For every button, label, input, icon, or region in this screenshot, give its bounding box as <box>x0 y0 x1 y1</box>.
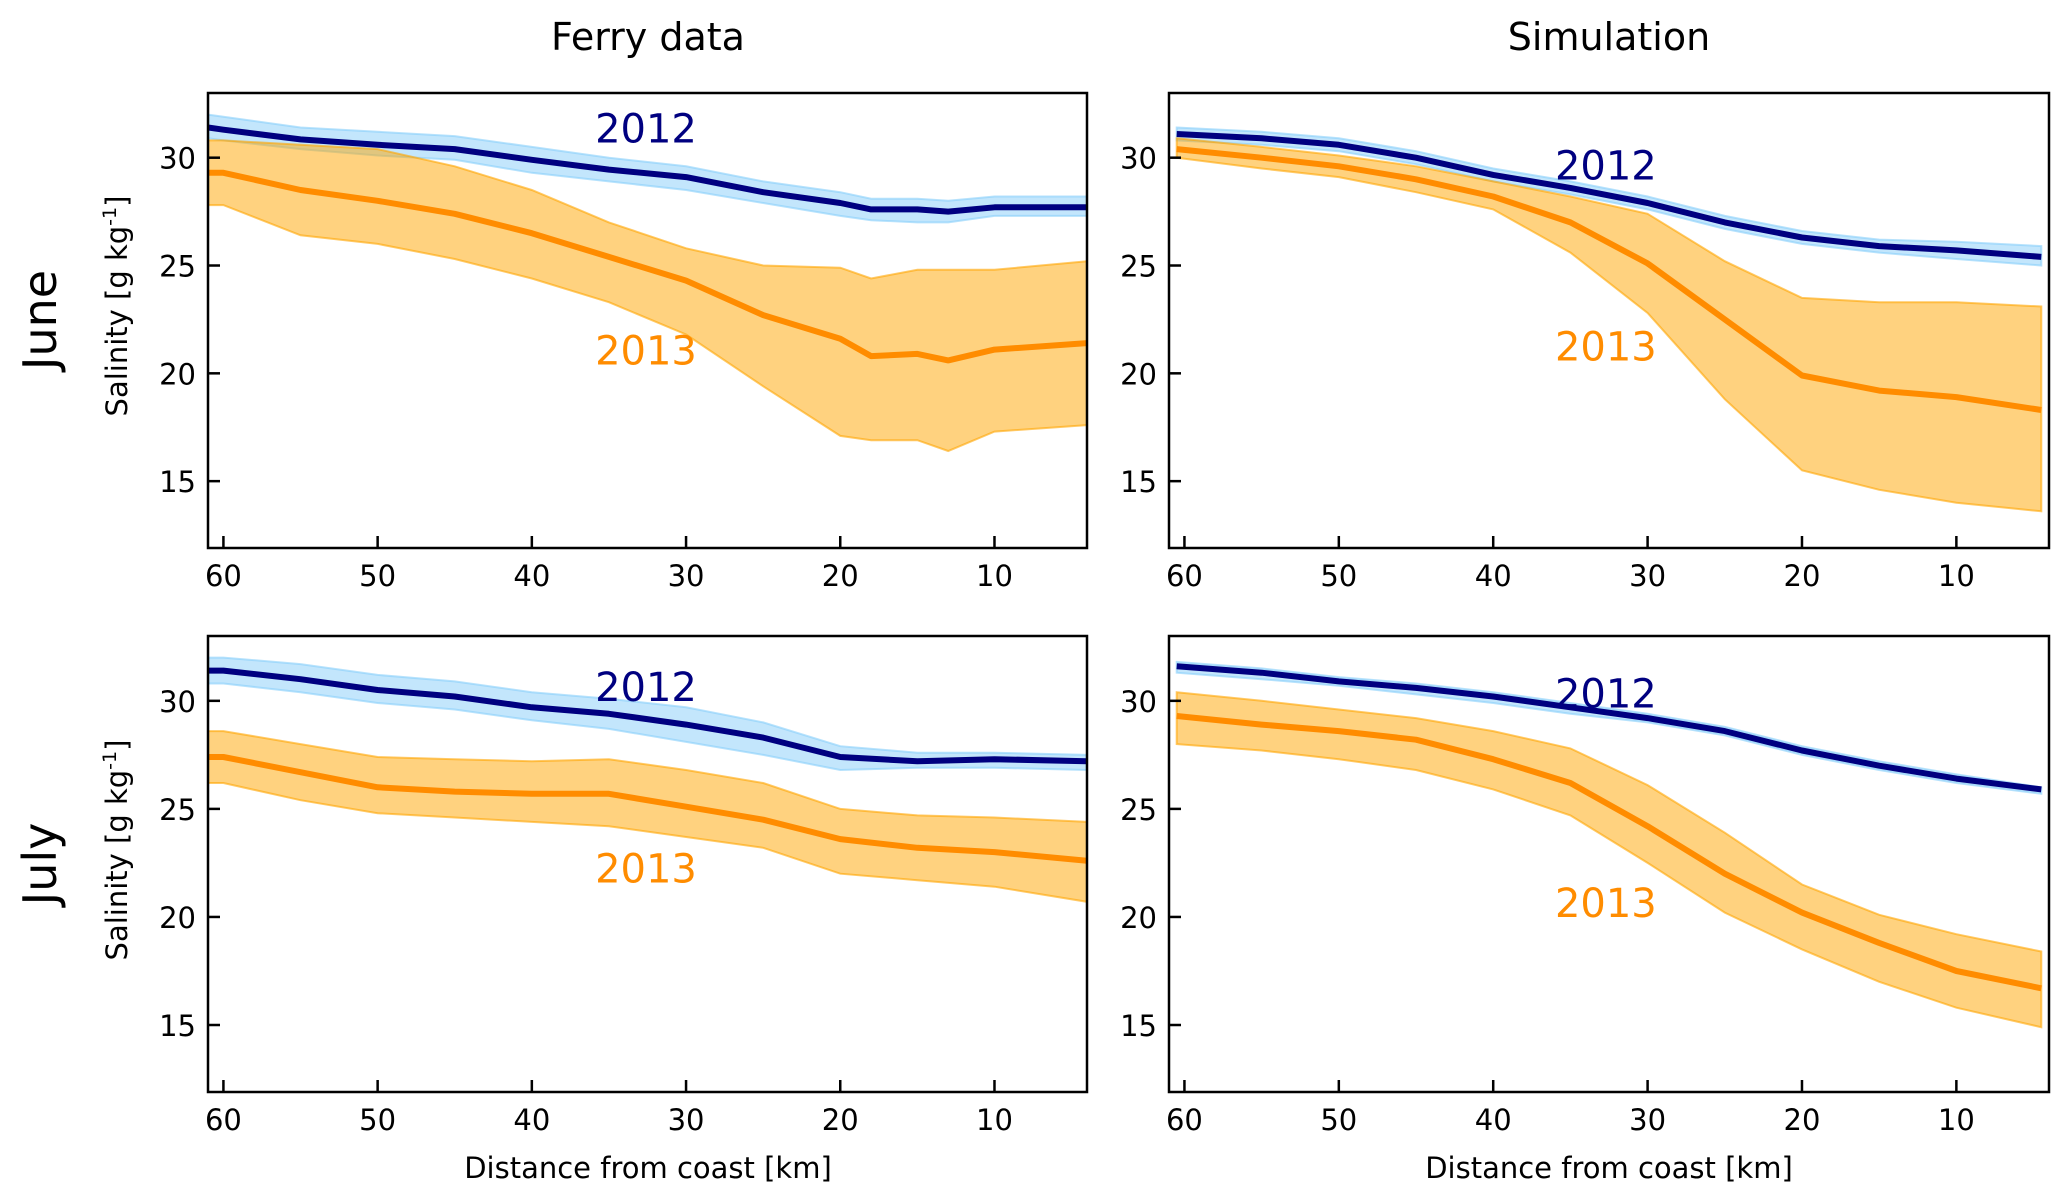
series-label-2012: 2012 <box>1555 143 1657 189</box>
ytick-label: 20 <box>159 901 196 935</box>
ytick-label: 30 <box>1120 685 1157 719</box>
axes-frame <box>206 91 1089 550</box>
series-label-2013: 2013 <box>595 846 697 892</box>
row-title-july: July <box>13 823 67 909</box>
ytick-label: 30 <box>159 142 196 176</box>
ytick-label: 15 <box>159 465 196 499</box>
xtick-label: 20 <box>822 559 859 593</box>
line-2013 <box>208 169 1087 364</box>
xtick-label: 20 <box>1784 1103 1821 1137</box>
xtick-label: 40 <box>1475 559 1512 593</box>
xtick-label: 40 <box>1475 1103 1512 1137</box>
ytick-label: 25 <box>159 250 196 284</box>
series-label-2012: 2012 <box>1555 671 1657 717</box>
xtick-label: 30 <box>1629 559 1666 593</box>
ytick-label: 15 <box>1120 1009 1157 1043</box>
series-label-2013: 2013 <box>1555 881 1657 927</box>
xtick-label: 50 <box>359 1103 396 1137</box>
xtick-label: 20 <box>1784 559 1821 593</box>
xtick-label: 10 <box>1938 1103 1975 1137</box>
band-2013 <box>208 139 1087 453</box>
xtick-label: 40 <box>513 559 550 593</box>
band-2013 <box>1175 137 2043 513</box>
xtick-label: 30 <box>1629 1103 1666 1137</box>
line-2013 <box>1176 146 2042 413</box>
xtick-label: 60 <box>1166 559 1203 593</box>
panel-0: 2012 2013 15 20 25 30 60 50 40 30 20 10 <box>159 91 1089 593</box>
axes-frame <box>206 634 1089 1094</box>
xtick-label: 50 <box>1320 1103 1357 1137</box>
xtick-label: 60 <box>205 1103 242 1137</box>
ytick-label: 30 <box>1120 142 1157 176</box>
xtick-label: 10 <box>976 559 1013 593</box>
xlabel-ferry: Distance from coast [km] <box>464 1151 832 1185</box>
xtick-label: 60 <box>205 559 242 593</box>
series-label-2012: 2012 <box>595 665 697 711</box>
axes-frame <box>1167 91 2051 550</box>
ytick-label: 25 <box>1120 250 1157 284</box>
xtick-label: 40 <box>513 1103 550 1137</box>
panel-1: 2012 2013 15 20 25 30 60 50 40 30 20 10 <box>1120 91 2051 593</box>
ytick-label: 15 <box>159 1009 196 1043</box>
band-2013 <box>1175 691 2043 1029</box>
ylabel-main: Salinity [g kg <box>100 770 134 961</box>
plot-area <box>208 656 1087 903</box>
line-2012 <box>208 124 1087 215</box>
line-2012 <box>208 667 1087 765</box>
xtick-label: 10 <box>976 1103 1013 1137</box>
ylabel-main: Salinity [g kg <box>100 226 134 417</box>
line-2012 <box>1176 663 2042 793</box>
ylabel-july: Salinity [g kg-1] <box>99 740 134 961</box>
panel-3: 2012 2013 15 20 25 30 60 50 40 30 20 10 <box>1120 634 2051 1137</box>
xtick-label: 30 <box>668 1103 705 1137</box>
xtick-label: 30 <box>668 559 705 593</box>
ytick-label: 25 <box>159 793 196 827</box>
series-label-2012: 2012 <box>595 107 697 153</box>
ylabel-june: Salinity [g kg-1] <box>99 196 134 417</box>
band-2012 <box>208 113 1087 224</box>
ytick-label: 20 <box>1120 357 1157 391</box>
band-2013 <box>208 730 1087 903</box>
plot-area <box>208 113 1087 453</box>
line-2012 <box>1176 131 2042 260</box>
xtick-label: 50 <box>1320 559 1357 593</box>
xlabel-simulation: Distance from coast [km] <box>1425 1151 1793 1185</box>
band-2012 <box>208 656 1087 772</box>
xtick-label: 60 <box>1166 1103 1203 1137</box>
xtick-label: 20 <box>822 1103 859 1137</box>
ytick-label: 30 <box>159 685 196 719</box>
column-title-simulation: Simulation <box>1508 15 1710 59</box>
row-title-june: June <box>13 270 67 373</box>
xtick-label: 10 <box>1938 559 1975 593</box>
ytick-label: 15 <box>1120 465 1157 499</box>
plot-area <box>1175 126 2043 513</box>
series-label-2013: 2013 <box>595 329 697 375</box>
ylabel-close: ] <box>100 196 134 207</box>
column-title-ferry: Ferry data <box>551 15 745 59</box>
ylabel-close: ] <box>100 740 134 751</box>
axes-frame <box>1167 634 2051 1094</box>
plot-area <box>1175 660 2043 1029</box>
ylabel-sup: -1 <box>99 207 121 226</box>
ylabel-sup: -1 <box>99 751 121 770</box>
panel-2: 2012 2013 15 20 25 30 60 50 40 30 20 10 <box>159 634 1089 1137</box>
line-2013 <box>1176 713 2042 992</box>
ytick-label: 20 <box>159 357 196 391</box>
ytick-label: 25 <box>1120 793 1157 827</box>
xtick-label: 50 <box>359 559 396 593</box>
series-label-2013: 2013 <box>1555 324 1657 370</box>
line-2013 <box>208 754 1087 864</box>
ytick-label: 20 <box>1120 901 1157 935</box>
